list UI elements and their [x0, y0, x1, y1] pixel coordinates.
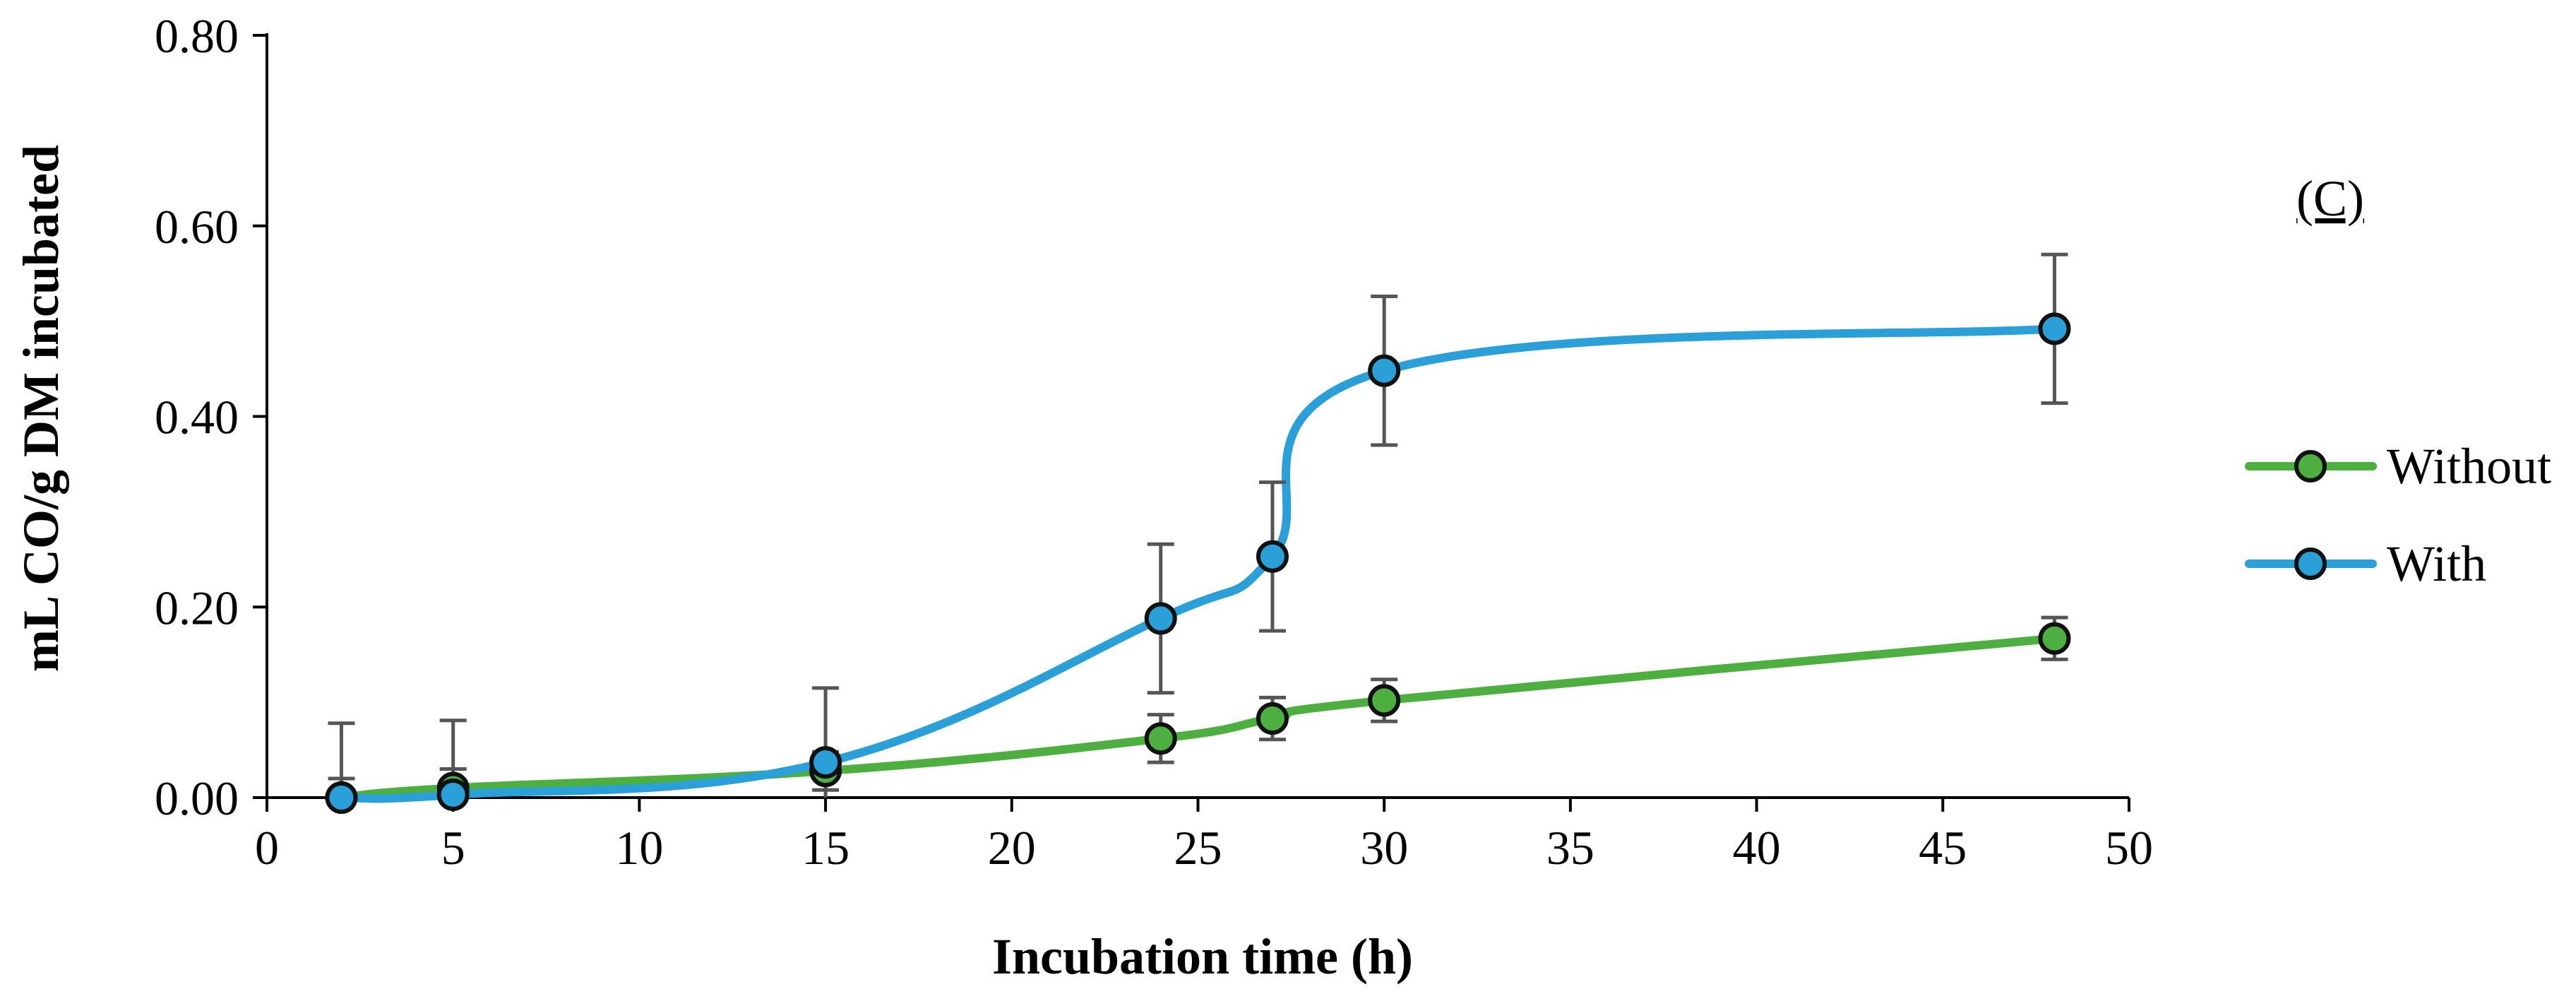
y-tick-label: 0.60 — [155, 200, 239, 254]
panel-label: (C) — [2296, 170, 2364, 227]
y-tick-label: 0.40 — [155, 391, 239, 444]
legend-label-with: With — [2387, 535, 2486, 592]
legend: Without With — [2245, 438, 2551, 592]
data-point-with — [1144, 602, 1177, 635]
legend-label-without: Without — [2387, 438, 2551, 495]
tick-labels: 0 5 10 15 20 25 30 35 40 45 50 0.00 0.20 0.40 0.60 0.80 — [155, 9, 2153, 875]
data-point-without — [1144, 722, 1177, 755]
x-tick-label: 0 — [255, 821, 279, 875]
y-tick-label: 0.80 — [155, 9, 239, 63]
data-point-with — [436, 778, 470, 811]
y-tick-label: 0.00 — [155, 771, 239, 825]
data-point-with — [809, 746, 842, 779]
data-point-without — [2038, 622, 2071, 655]
series-lines — [337, 324, 2059, 803]
x-tick-label: 45 — [1919, 821, 1967, 875]
x-tick-label: 30 — [1360, 821, 1408, 875]
series-line-without — [337, 634, 2059, 802]
legend-item-without: Without — [2245, 438, 2551, 495]
data-markers — [325, 312, 2071, 814]
data-point-with — [1256, 540, 1289, 573]
data-point-with — [1368, 354, 1401, 387]
x-tick-label: 20 — [988, 821, 1036, 875]
legend-marker-with — [2294, 548, 2327, 580]
y-tick-label: 0.20 — [155, 581, 239, 634]
tick-marks — [253, 34, 2130, 812]
y-axis-title: mL CO/g DM incubated — [13, 145, 69, 672]
data-point-without — [1368, 684, 1401, 717]
x-tick-label: 15 — [801, 821, 849, 875]
x-tick-label: 25 — [1174, 821, 1222, 875]
x-tick-label: 40 — [1733, 821, 1781, 875]
data-point-with — [2038, 312, 2071, 345]
x-tick-label: 10 — [615, 821, 663, 875]
x-tick-label: 5 — [441, 821, 465, 875]
data-point-without — [1256, 702, 1289, 735]
axes — [266, 33, 2129, 799]
series-line-with — [337, 324, 2059, 803]
data-point-with — [325, 781, 358, 814]
legend-item-with: With — [2245, 535, 2486, 592]
x-tick-label: 35 — [1546, 821, 1594, 875]
x-axis-title: Incubation time (h) — [992, 928, 1413, 985]
x-tick-label: 50 — [2105, 821, 2153, 875]
legend-marker-without — [2294, 450, 2327, 483]
